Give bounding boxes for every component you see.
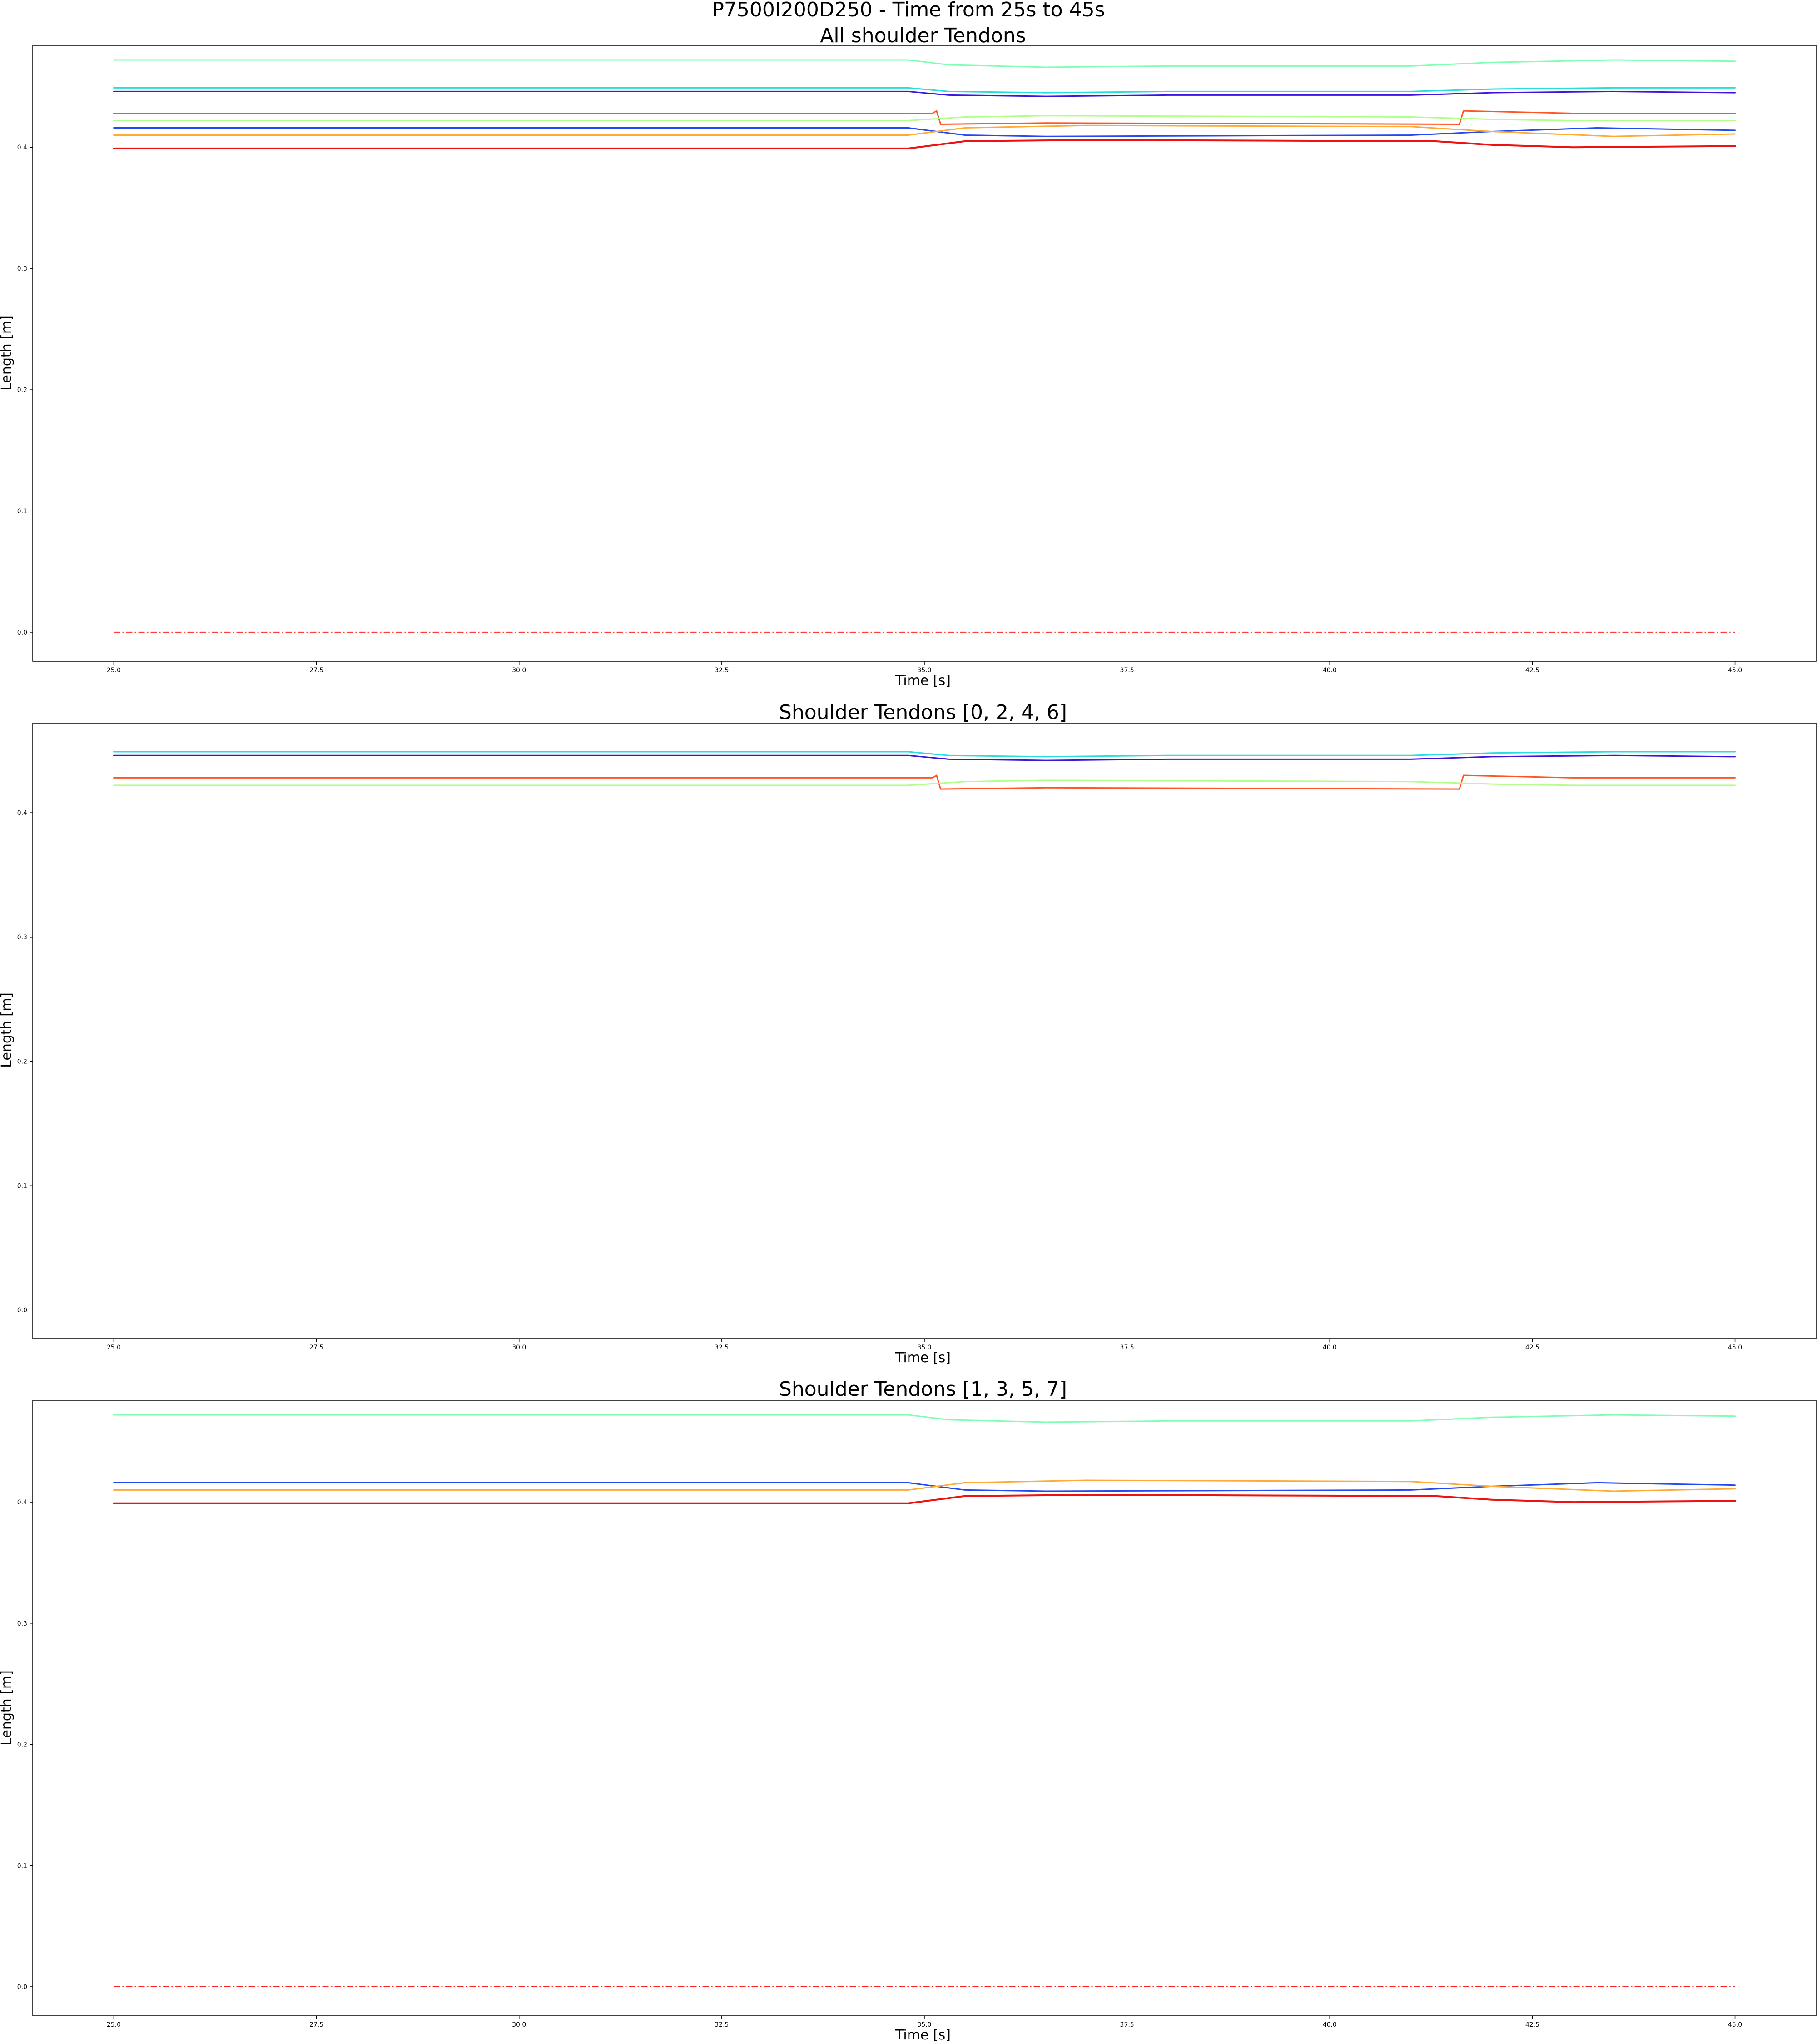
y-tick-label: 0.1 xyxy=(17,1862,27,1870)
x-axis-label: Time [s] xyxy=(895,1350,951,1366)
series-line-3 xyxy=(113,779,1736,786)
y-tick-label: 0.4 xyxy=(17,809,27,817)
y-tick-label: 0.1 xyxy=(17,508,27,515)
series-line-3 xyxy=(113,1494,1736,1504)
y-tick-label: 0.1 xyxy=(17,1182,27,1190)
series-line-4 xyxy=(113,115,1736,121)
series-line-1 xyxy=(113,1482,1736,1492)
x-tick-label: 30.0 xyxy=(512,667,526,674)
x-tick-label: 27.5 xyxy=(309,667,323,674)
x-tick-label: 37.5 xyxy=(1120,1344,1134,1351)
x-tick-label: 40.0 xyxy=(1323,2021,1337,2029)
y-tick-label: 0.0 xyxy=(17,629,27,636)
series-line-3 xyxy=(113,110,1736,125)
x-tick-label: 40.0 xyxy=(1323,667,1337,674)
x-tick-label: 30.0 xyxy=(512,1344,526,1351)
panel-tendons-odd: Shoulder Tendons [1, 3, 5, 7] Time [s] L… xyxy=(0,1378,1817,2043)
series-line-2 xyxy=(113,90,1736,97)
x-tick-label: 30.0 xyxy=(512,2021,526,2029)
y-tick-label: 0.4 xyxy=(17,1499,27,1506)
panel-tendons-even: Shoulder Tendons [0, 2, 4, 6] Time [s] L… xyxy=(0,701,1817,1366)
panel-title: Shoulder Tendons [1, 3, 5, 7] xyxy=(779,1378,1067,1401)
x-tick-label: 37.5 xyxy=(1120,667,1134,674)
x-tick-label: 32.5 xyxy=(715,667,729,674)
x-axis-label: Time [s] xyxy=(895,673,951,689)
x-tick-label: 45.0 xyxy=(1728,667,1742,674)
axes-frame xyxy=(32,723,1817,1339)
series-line-0 xyxy=(113,59,1736,68)
y-tick-label: 0.2 xyxy=(17,1741,27,1749)
y-tick-label: 0.0 xyxy=(17,1984,27,1991)
y-tick-label: 0.3 xyxy=(17,1620,27,1627)
panel-title: Shoulder Tendons [0, 2, 4, 6] xyxy=(779,701,1067,724)
x-tick-label: 42.5 xyxy=(1525,2021,1539,2029)
y-tick-label: 0.3 xyxy=(17,934,27,941)
x-tick-label: 37.5 xyxy=(1120,2021,1134,2029)
x-tick-label: 45.0 xyxy=(1728,2021,1742,2029)
x-tick-label: 35.0 xyxy=(917,2021,931,2029)
series-line-0 xyxy=(113,751,1736,758)
x-tick-label: 25.0 xyxy=(107,667,121,674)
x-axis-label: Time [s] xyxy=(895,2027,951,2043)
panel-all-tendons: All shoulder Tendons Time [s] Length [m]… xyxy=(0,24,1817,689)
axes-frame xyxy=(32,1400,1817,2016)
x-tick-label: 32.5 xyxy=(715,1344,729,1351)
y-tick-label: 0.2 xyxy=(17,1058,27,1066)
y-tick-label: 0.0 xyxy=(17,1307,27,1314)
panel-title: All shoulder Tendons xyxy=(820,24,1026,47)
series-line-7 xyxy=(113,139,1736,149)
y-axis-label: Length [m] xyxy=(0,992,15,1068)
figure-suptitle: P7500I200D250 - Time from 25s to 45s xyxy=(712,0,1105,21)
x-tick-label: 42.5 xyxy=(1525,1344,1539,1351)
y-axis-label: Length [m] xyxy=(0,1670,15,1746)
y-tick-label: 0.2 xyxy=(17,387,27,394)
x-tick-label: 42.5 xyxy=(1525,667,1539,674)
x-tick-label: 32.5 xyxy=(715,2021,729,2029)
series-line-2 xyxy=(113,774,1736,790)
x-tick-label: 35.0 xyxy=(917,1344,931,1351)
x-tick-label: 25.0 xyxy=(107,2021,121,2029)
axes-frame xyxy=(32,45,1817,662)
series-line-1 xyxy=(113,754,1736,761)
series-line-6 xyxy=(113,124,1736,137)
x-tick-label: 35.0 xyxy=(917,667,931,674)
x-tick-label: 40.0 xyxy=(1323,1344,1337,1351)
y-tick-label: 0.3 xyxy=(17,265,27,273)
series-line-1 xyxy=(113,87,1736,94)
series-line-0 xyxy=(113,1414,1736,1423)
y-tick-label: 0.4 xyxy=(17,144,27,151)
x-tick-label: 27.5 xyxy=(309,1344,323,1351)
x-tick-label: 27.5 xyxy=(309,2021,323,2029)
y-axis-label: Length [m] xyxy=(0,315,15,391)
x-tick-label: 25.0 xyxy=(107,1344,121,1351)
series-line-2 xyxy=(113,1479,1736,1492)
x-tick-label: 45.0 xyxy=(1728,1344,1742,1351)
series-line-5 xyxy=(113,127,1736,137)
